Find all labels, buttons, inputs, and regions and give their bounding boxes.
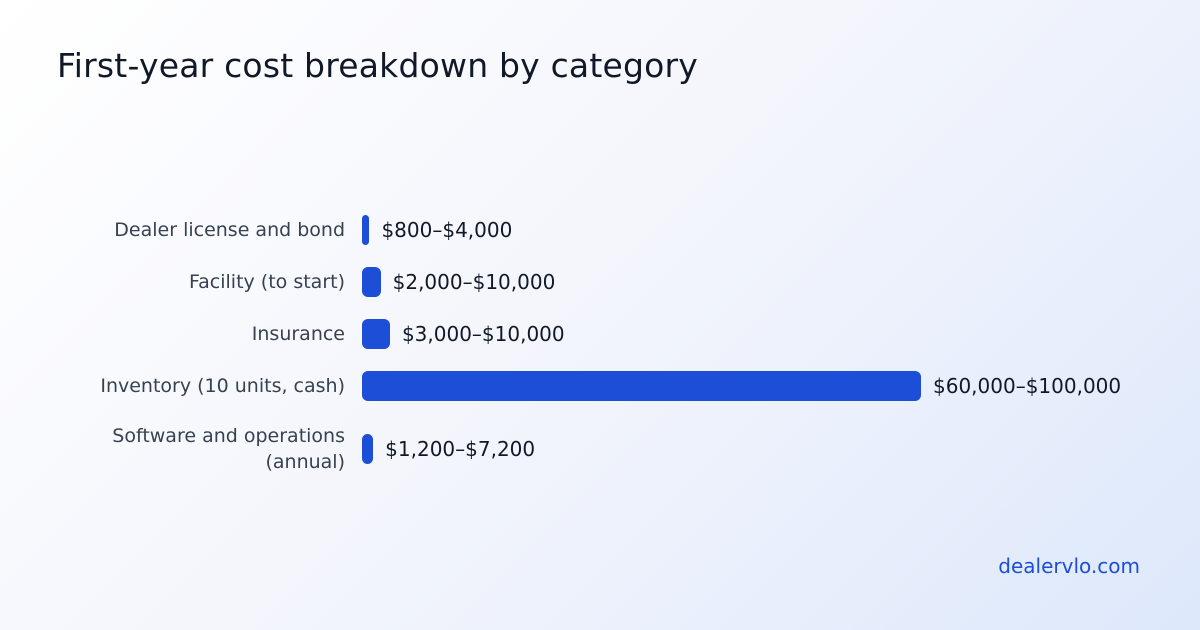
category-label: Dealer license and bond — [114, 219, 345, 241]
category-label: Inventory (10 units, cash) — [100, 375, 345, 397]
chart-title: First-year cost breakdown by category — [57, 46, 699, 85]
value-label: $800–$4,000 — [381, 218, 513, 242]
bar-row: Dealer license and bond $800–$4,000 — [0, 204, 1200, 256]
bar-row: Inventory (10 units, cash) $60,000–$100,0… — [0, 360, 1200, 412]
bar-group: $3,000–$10,000 — [362, 319, 565, 349]
bar-group: $60,000–$100,000 — [362, 371, 1121, 401]
bar-row: Software and operations (annual) $1,200–$… — [0, 412, 1200, 486]
footer-link[interactable]: dealervlo.com — [998, 554, 1140, 578]
bar — [362, 267, 381, 297]
category-label: Insurance — [251, 323, 345, 345]
bar-row: Facility (to start) $2,000–$10,000 — [0, 256, 1200, 308]
bar — [362, 215, 370, 245]
chart: Dealer license and bond $800–$4,000 Facili… — [0, 204, 1200, 486]
value-label: $60,000–$100,000 — [933, 374, 1122, 398]
bar-group: $2,000–$10,000 — [362, 267, 555, 297]
bar — [362, 434, 374, 464]
value-label: $3,000–$10,000 — [401, 322, 565, 346]
bar — [362, 319, 390, 349]
bar-row: Insurance $3,000–$10,000 — [0, 308, 1200, 360]
bar-group: $1,200–$7,200 — [362, 434, 535, 464]
bar — [362, 371, 921, 401]
category-label: Facility (to start) — [188, 271, 345, 293]
value-label: $1,200–$7,200 — [385, 437, 536, 461]
bar-group: $800–$4,000 — [362, 215, 512, 245]
category-label: Software and operations (annual) — [112, 425, 345, 473]
value-label: $2,000–$10,000 — [392, 270, 556, 294]
